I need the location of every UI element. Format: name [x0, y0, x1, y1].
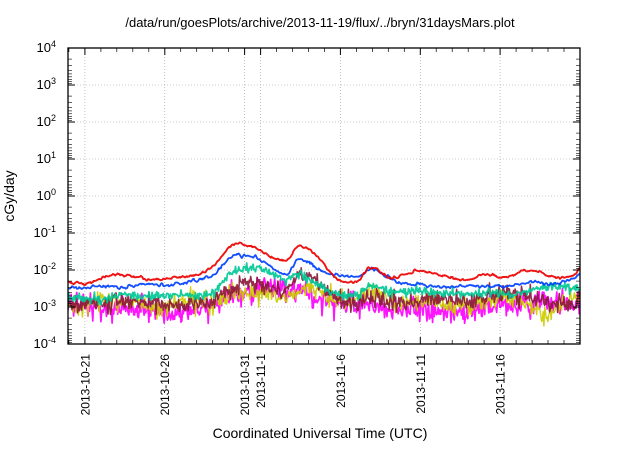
svg-text:2013-11-1: 2013-11-1	[254, 354, 268, 408]
svg-text:/data/run/goesPlots/archive/20: /data/run/goesPlots/archive/2013-11-19/f…	[125, 15, 515, 30]
svg-text:2013-10-26: 2013-10-26	[158, 354, 172, 416]
svg-text:cGy/day: cGy/day	[1, 170, 17, 221]
svg-text:Coordinated Universal Time (UT: Coordinated Universal Time (UTC)	[213, 425, 428, 441]
svg-text:2013-10-21: 2013-10-21	[78, 354, 92, 416]
svg-text:2013-10-31: 2013-10-31	[238, 354, 252, 416]
svg-text:2013-11-16: 2013-11-16	[494, 354, 508, 415]
svg-text:2013-11-11: 2013-11-11	[414, 354, 428, 414]
svg-text:2013-11-6: 2013-11-6	[334, 354, 348, 408]
